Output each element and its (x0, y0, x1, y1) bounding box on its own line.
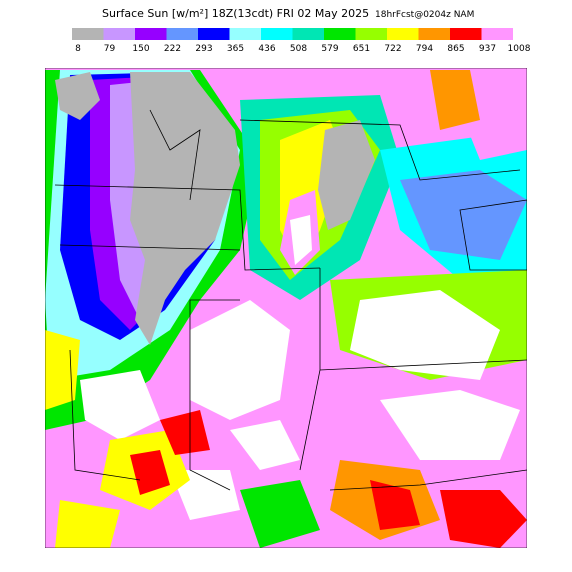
legend-swatch (418, 28, 450, 40)
legend-label: 508 (290, 44, 307, 54)
legend-label: 293 (195, 44, 212, 54)
legend-label: 579 (321, 44, 338, 54)
legend-swatch (103, 28, 135, 40)
legend-swatch (166, 28, 198, 40)
legend-swatch (450, 28, 482, 40)
legend-swatch (261, 28, 293, 40)
legend-label: 365 (227, 44, 244, 54)
legend-label: 1008 (508, 44, 531, 54)
legend-label: 79 (104, 44, 116, 54)
legend-swatch (135, 28, 167, 40)
legend-label: 794 (416, 44, 433, 54)
legend-label: 865 (447, 44, 464, 54)
legend-label: 222 (164, 44, 181, 54)
legend-label: 8 (75, 44, 81, 54)
legend-swatch (198, 28, 230, 40)
legend-swatch (292, 28, 324, 40)
legend-swatch (355, 28, 387, 40)
legend-swatch (387, 28, 419, 40)
legend-swatch (481, 28, 513, 40)
legend-label: 436 (258, 44, 275, 54)
legend-swatch (324, 28, 356, 40)
title: Surface Sun [w/m²] 18Z(13cdt) FRI 02 May… (102, 7, 369, 20)
legend-label: 937 (479, 44, 496, 54)
legend-label: 651 (353, 44, 370, 54)
legend-swatch (229, 28, 261, 40)
map (45, 68, 527, 548)
legend-swatch (72, 28, 104, 40)
legend: 8 79 150 222 293 365 436 508 579 651 722 794 865 937 1… (72, 28, 531, 54)
subtitle: 18hrFcst@0204z NAM (375, 10, 474, 20)
legend-label: 150 (132, 44, 149, 54)
legend-label: 722 (384, 44, 401, 54)
